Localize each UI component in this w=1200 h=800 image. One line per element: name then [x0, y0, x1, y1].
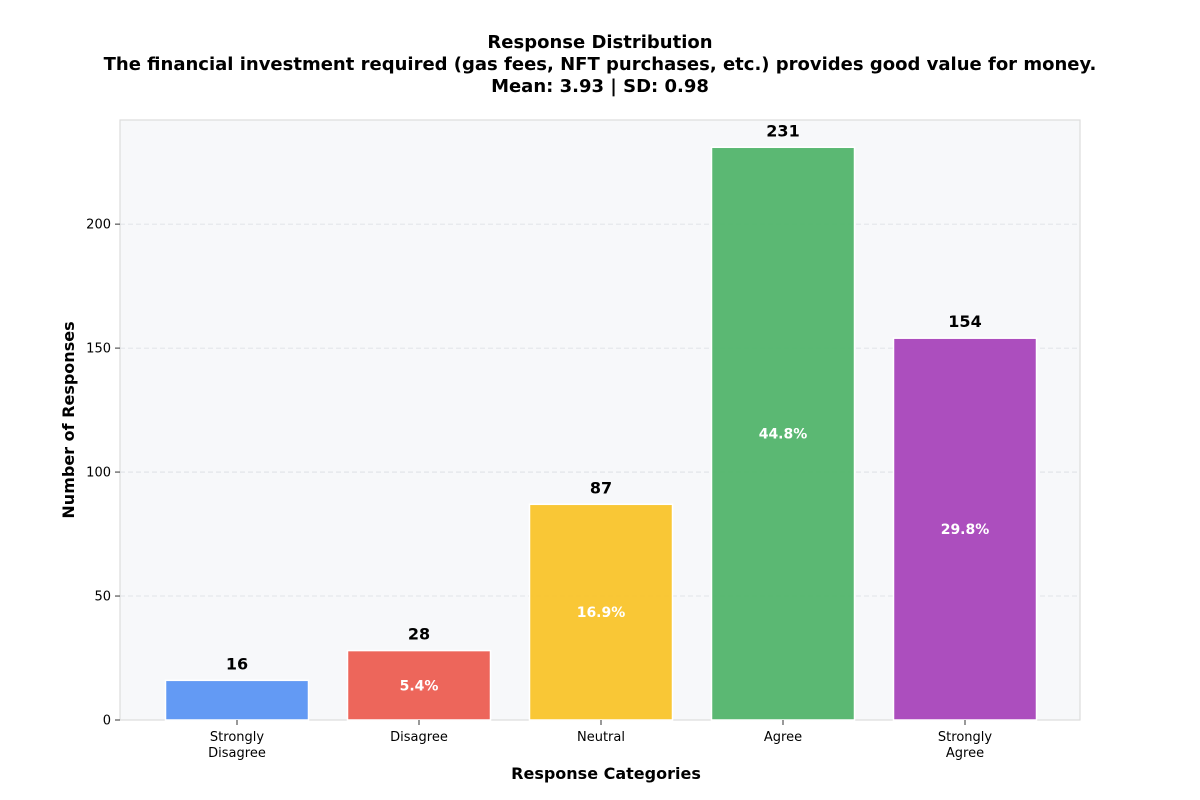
x-tick-label: Agree	[764, 730, 802, 745]
y-tick-label: 200	[86, 218, 111, 233]
bar-percent-label: 44.8%	[759, 427, 808, 443]
bar	[710, 146, 856, 721]
bar	[164, 679, 310, 721]
y-tick-label: 150	[86, 342, 111, 357]
x-tick-label: Neutral	[577, 730, 625, 745]
bar	[892, 337, 1038, 721]
y-tick-label: 100	[86, 466, 111, 481]
x-tick-label: Strongly Agree	[938, 730, 992, 761]
bar-percent-label: 16.9%	[577, 605, 626, 621]
bar-percent-label: 5.4%	[400, 678, 439, 694]
bar-value-label: 154	[948, 312, 981, 331]
y-tick-label: 0	[103, 714, 111, 729]
bar-value-label: 231	[766, 121, 799, 140]
bar-percent-label: 29.8%	[941, 522, 990, 538]
x-tick-label: Disagree	[390, 730, 448, 745]
axis-ticks: 0 50 100 150 200 Strongly Disagree Disagree Neut…	[86, 218, 992, 761]
bar-value-label: 16	[226, 654, 248, 673]
y-tick-label: 50	[94, 590, 111, 605]
y-axis-label: Number of Responses	[59, 321, 78, 518]
bars: 16 28 5.4% 87 16.9% 231 44.8% 154 29.8%	[164, 121, 1038, 721]
chart-stats-line: Mean: 3.93 | SD: 0.98	[491, 76, 709, 97]
bar-value-label: 87	[590, 478, 612, 497]
x-axis-label: Response Categories	[511, 764, 701, 783]
x-tick-label: Strongly Disagree	[208, 730, 266, 761]
chart-title: Response Distribution	[487, 32, 712, 53]
chart-subtitle: The financial investment required (gas f…	[104, 54, 1097, 75]
bar	[346, 649, 492, 721]
bar-value-label: 28	[408, 625, 430, 644]
